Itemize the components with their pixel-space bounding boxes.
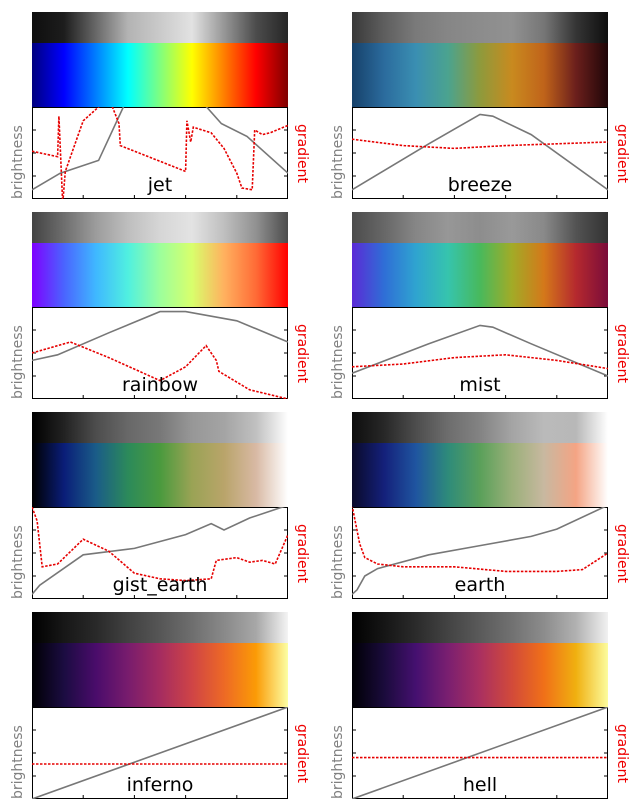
line-plot: inferno [32, 707, 288, 799]
colormap-panel: mist [352, 212, 608, 399]
color-strip [352, 643, 608, 707]
grayscale-strip [32, 612, 288, 643]
color-strip [352, 243, 608, 307]
grayscale-strip [352, 212, 608, 243]
colormap-name: jet [147, 174, 172, 196]
colormap-name: inferno [127, 774, 194, 796]
color-strip [32, 43, 288, 107]
colormap-panel: hell [352, 612, 608, 799]
line-plot: gist_earth [32, 507, 288, 599]
gradient-axis-label: gradient [614, 524, 630, 583]
gradient-axis-label: gradient [294, 324, 310, 383]
colormap-name: earth [455, 574, 506, 596]
brightness-line [352, 707, 608, 799]
brightness-axis-label: brightness [10, 325, 26, 399]
line-plot: rainbow [32, 307, 288, 399]
color-strip [32, 643, 288, 707]
brightness-line [32, 707, 288, 799]
colormap-panel: rainbow [32, 212, 288, 399]
gradient-axis-label: gradient [614, 724, 630, 783]
colormap-name: breeze [448, 174, 513, 196]
gradient-axis-label: gradient [614, 124, 630, 183]
brightness-line [352, 324, 608, 377]
gradient-axis-label: gradient [614, 324, 630, 383]
grayscale-strip [32, 412, 288, 443]
brightness-axis-label: brightness [10, 725, 26, 799]
line-plot: earth [352, 507, 608, 599]
brightness-axis-label: brightness [330, 525, 346, 599]
line-plot: hell [352, 707, 608, 799]
colormap-name: mist [459, 374, 500, 396]
color-strip [352, 43, 608, 107]
grayscale-strip [32, 212, 288, 243]
gradient-axis-label: gradient [294, 724, 310, 783]
brightness-axis-label: brightness [10, 125, 26, 199]
brightness-line [32, 507, 286, 595]
gradient-line [32, 507, 288, 582]
line-plot: mist [352, 307, 608, 399]
gradient-axis-label: gradient [294, 524, 310, 583]
colormap-panel: jet [32, 12, 288, 199]
gradient-axis-label: gradient [294, 124, 310, 183]
gradient-line [352, 507, 608, 573]
line-plot: jet [32, 107, 288, 199]
colormap-panel: earth [352, 412, 608, 599]
brightness-line [32, 310, 288, 362]
brightness-line [352, 507, 607, 595]
gradient-line [352, 353, 608, 370]
grayscale-strip [352, 12, 608, 43]
colormap-name: gist_earth [113, 574, 208, 596]
gradient-line [32, 107, 288, 199]
brightness-line [32, 107, 288, 191]
colormap-name: hell [463, 774, 497, 796]
gradient-line [32, 341, 288, 399]
brightness-axis-label: brightness [330, 125, 346, 199]
color-strip [32, 443, 288, 507]
colormap-panel: gist_earth [32, 412, 288, 599]
color-strip [352, 443, 608, 507]
color-strip [32, 243, 288, 307]
brightness-axis-label: brightness [10, 525, 26, 599]
colormap-name: rainbow [122, 374, 198, 396]
grayscale-strip [352, 612, 608, 643]
grayscale-strip [32, 12, 288, 43]
grayscale-strip [352, 412, 608, 443]
brightness-axis-label: brightness [330, 325, 346, 399]
gradient-line [352, 138, 608, 150]
line-plot: breeze [352, 107, 608, 199]
colormap-panel: breeze [352, 12, 608, 199]
brightness-axis-label: brightness [330, 725, 346, 799]
colormap-panel: inferno [32, 612, 288, 799]
